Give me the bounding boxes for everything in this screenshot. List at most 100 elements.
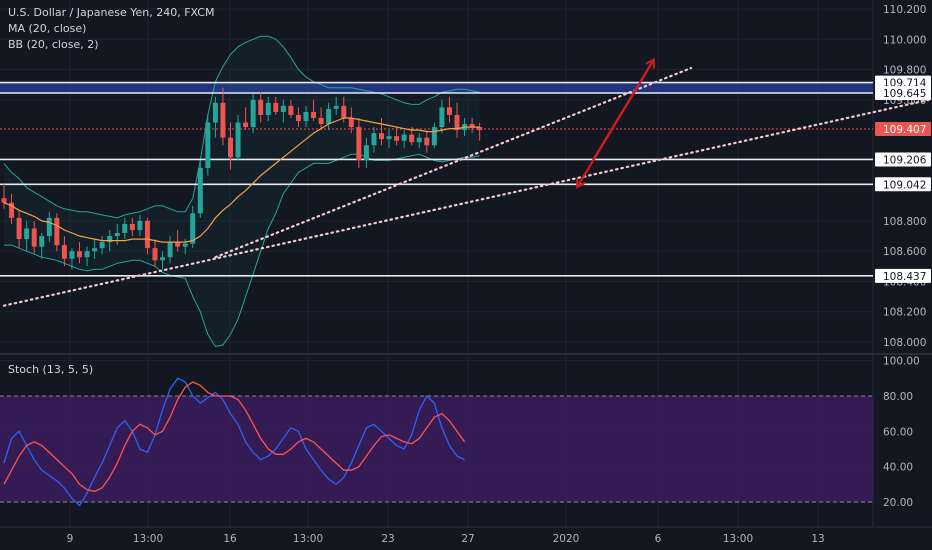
candle-body — [16, 217, 22, 240]
candle-body — [182, 243, 188, 247]
candle-body — [152, 248, 158, 261]
stoch-legend[interactable]: Stoch (13, 5, 5) — [8, 363, 94, 376]
last-price-tag-bg — [875, 122, 931, 137]
candle-body — [401, 134, 407, 141]
candle-body — [54, 217, 60, 246]
candle-body — [416, 137, 422, 143]
stoch-axis-tick-label: 80.00 — [883, 391, 913, 403]
time-axis-tick-label: 13:00 — [723, 533, 753, 545]
stoch-axis-tick-label: 100.00 — [883, 356, 920, 368]
candle-body — [137, 220, 143, 230]
candle-body — [167, 242, 173, 258]
candle-body — [69, 251, 75, 259]
chart-title: U.S. Dollar / Japanese Yen, 240, FXCM — [8, 6, 215, 19]
time-axis-tick-label: 9 — [67, 533, 74, 545]
price-level-tag: 109.042 — [883, 179, 926, 191]
candle-body — [235, 122, 241, 158]
candle-body — [144, 220, 150, 249]
stoch-axis-tick-label: 60.00 — [883, 426, 913, 438]
price-level-tag: 109.206 — [883, 154, 927, 166]
price-axis-tick-label: 110.000 — [883, 34, 926, 46]
ma-legend[interactable]: MA (20, close) — [8, 22, 87, 35]
candle-body — [77, 251, 82, 258]
price-level-tag-bg — [875, 268, 931, 283]
price-level-tag-bg — [875, 177, 931, 192]
price-axis-tick-label: 108.600 — [883, 246, 926, 258]
candle-body — [439, 107, 445, 128]
candle-body — [280, 105, 286, 112]
price-axis-tick-label: 110.200 — [883, 4, 926, 16]
candle-body — [220, 102, 226, 138]
candle-body — [379, 133, 384, 140]
candle-body — [333, 105, 339, 109]
candle-body — [92, 248, 98, 252]
candle-body — [326, 108, 332, 125]
resistance-zone — [0, 82, 873, 94]
candle-body — [197, 167, 203, 214]
candle-body — [84, 251, 90, 258]
price-axis-tick-label: 109.800 — [883, 65, 926, 77]
candle-body — [431, 127, 437, 146]
candle-body — [386, 136, 392, 140]
stoch-band — [0, 396, 873, 502]
bollinger-band-fill — [4, 36, 480, 347]
candle-body — [99, 242, 105, 249]
candle-body — [205, 122, 211, 168]
candle-body — [265, 102, 271, 115]
candle-body — [250, 99, 256, 128]
candle-body — [129, 223, 135, 230]
candle-body — [363, 145, 369, 161]
candle-body — [160, 257, 166, 261]
candle-body — [288, 105, 294, 115]
candle-body — [446, 107, 452, 115]
candle-body — [477, 127, 483, 131]
candle-body — [175, 242, 181, 247]
bollinger-lower-line — [4, 153, 480, 348]
candle-body — [295, 114, 301, 122]
moving-average-line — [3, 117, 480, 243]
candle-body — [24, 228, 30, 240]
time-axis-tick-label: 2020 — [553, 533, 580, 545]
price-level-tag: 109.645 — [883, 88, 926, 100]
time-axis-tick-label: 6 — [655, 533, 662, 545]
bollinger-upper-line — [3, 35, 480, 219]
candle-body — [212, 102, 218, 123]
candle-body — [454, 114, 460, 131]
stoch-k-line — [3, 377, 465, 507]
candle-body — [31, 228, 37, 247]
candle-body — [228, 137, 233, 158]
candle-body — [258, 99, 264, 115]
candle-body — [409, 134, 415, 143]
time-axis-tick-label: 16 — [223, 533, 237, 545]
price-level-tag-bg — [875, 86, 931, 101]
candle-body — [424, 137, 430, 146]
bb-legend[interactable]: BB (20, close, 2) — [8, 38, 99, 51]
candle-body — [311, 111, 317, 118]
candle-body — [190, 213, 196, 244]
time-axis-tick-label: 13:00 — [293, 533, 323, 545]
price-level-tag-bg — [875, 152, 931, 167]
candle-body — [114, 233, 120, 237]
candle-body — [469, 124, 475, 128]
price-level-tag: 108.437 — [883, 271, 926, 283]
candle-body — [1, 198, 7, 203]
price-axis-tick-label: 108.800 — [883, 216, 926, 228]
candle-body — [394, 136, 400, 141]
candle-body — [39, 236, 45, 247]
candle-body — [318, 117, 324, 125]
time-axis-tick-label: 13:00 — [133, 533, 163, 545]
candle-body — [303, 111, 309, 122]
stoch-d-line — [3, 381, 466, 493]
last-price-tag: 109.407 — [883, 124, 926, 136]
candle-body — [107, 236, 113, 243]
stoch-axis-tick-label: 40.00 — [883, 462, 913, 474]
time-axis-tick-label: 23 — [381, 533, 394, 545]
dotted-trendline — [2, 97, 932, 307]
price-axis-tick-label: 108.200 — [883, 307, 926, 319]
candle-body — [273, 102, 279, 112]
price-axis-tick-label: 108.000 — [883, 337, 926, 349]
candle-body — [122, 223, 128, 234]
candle-body — [356, 127, 362, 161]
